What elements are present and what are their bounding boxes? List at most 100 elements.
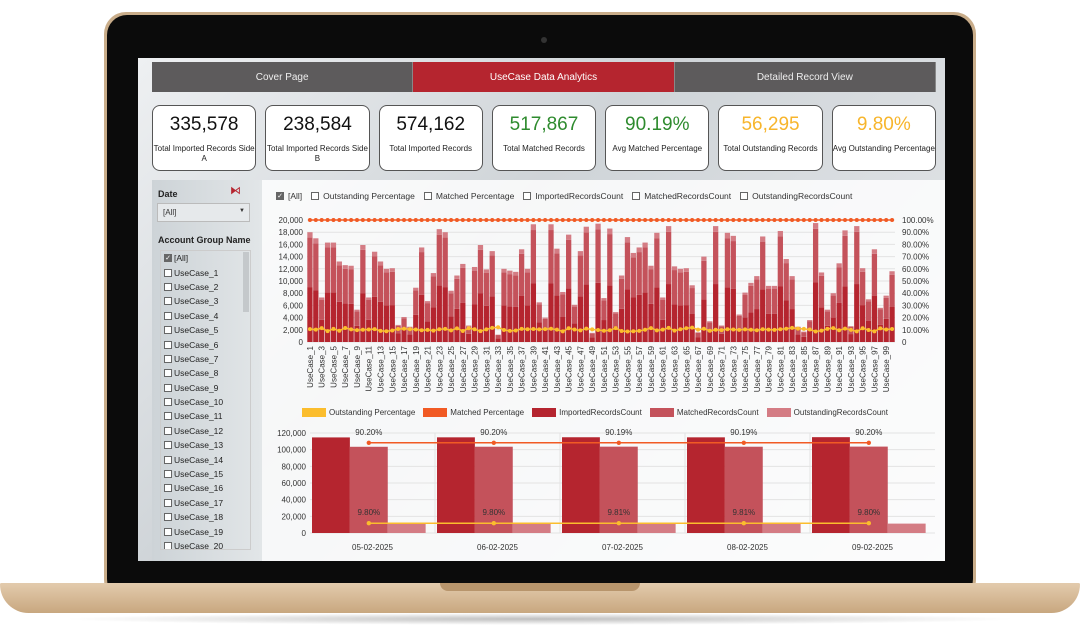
matched-pct-line-point xyxy=(384,218,389,222)
bar-outstanding xyxy=(889,271,895,275)
series-toggle[interactable]: Matched Percentage xyxy=(423,191,514,201)
checkbox[interactable] xyxy=(164,369,172,378)
checkbox[interactable] xyxy=(164,412,172,421)
outstanding-pct-line-point xyxy=(860,326,865,331)
account-group-item[interactable]: UseCase_2 xyxy=(161,280,250,294)
data-label: 90.20% xyxy=(355,428,382,437)
account-group-item[interactable]: UseCase_15 xyxy=(161,467,250,481)
checkbox[interactable] xyxy=(311,192,320,200)
checkbox[interactable] xyxy=(164,426,172,435)
checkbox[interactable] xyxy=(164,383,172,392)
bar-matched xyxy=(683,271,689,306)
checkbox[interactable] xyxy=(164,470,172,479)
account-group-item[interactable]: UseCase_13 xyxy=(161,438,250,452)
matched-pct-line-point xyxy=(484,218,489,222)
account-group-item[interactable]: UseCase_10 xyxy=(161,395,250,409)
account-group-item[interactable]: UseCase_11 xyxy=(161,409,250,423)
checkbox[interactable] xyxy=(523,192,532,200)
bar-matched xyxy=(530,230,537,284)
matched-pct-line-point xyxy=(701,218,706,222)
checkbox[interactable] xyxy=(632,192,641,200)
bar-imported xyxy=(524,305,531,342)
matched-pct-line-point xyxy=(431,218,436,222)
checkbox[interactable] xyxy=(164,282,172,291)
checkbox[interactable] xyxy=(423,192,432,200)
matched-pct-line-point xyxy=(825,218,830,222)
clear-filter-icon[interactable]: ⧑ xyxy=(230,185,241,197)
checkbox[interactable] xyxy=(164,498,172,507)
checkbox[interactable] xyxy=(164,354,172,363)
checkbox[interactable] xyxy=(164,326,172,335)
outstanding-pct-line-point xyxy=(472,327,477,332)
series-toggle[interactable]: OutstandingRecordsCount xyxy=(740,191,852,201)
account-group-item[interactable]: UseCase_9 xyxy=(161,381,250,395)
checkbox[interactable] xyxy=(164,527,172,536)
outstanding-pct-line-point xyxy=(854,329,859,334)
bar-outstanding xyxy=(330,242,337,248)
outstanding-pct-line-point xyxy=(741,520,747,526)
checkbox[interactable] xyxy=(164,311,172,320)
checkbox[interactable] xyxy=(164,455,172,464)
x-tick-label: UseCase_13 xyxy=(377,345,386,392)
y2-tick-label: 90.00% xyxy=(902,228,929,237)
checkbox[interactable]: ✓ xyxy=(276,192,284,200)
bar-outstanding xyxy=(883,295,889,298)
outstanding-pct-line-point xyxy=(366,327,371,332)
account-group-item[interactable]: ✓ [All] xyxy=(161,251,250,265)
account-group-item[interactable]: UseCase_19 xyxy=(161,524,250,538)
date-dropdown[interactable]: [All] ▼ xyxy=(157,203,250,222)
x-tick-label: UseCase_99 xyxy=(882,345,891,392)
kpi-label: Total Imported Records xyxy=(389,144,473,153)
checkbox[interactable] xyxy=(164,340,172,349)
account-group-item[interactable]: UseCase_12 xyxy=(161,424,250,438)
legend-item[interactable]: Outstanding Percentage xyxy=(302,408,415,417)
legend-item[interactable]: MatchedRecordsCount xyxy=(649,408,759,417)
bar-outstanding xyxy=(342,265,348,269)
account-group-item[interactable]: UseCase_18 xyxy=(161,510,250,524)
legend-item[interactable]: Matched Percentage xyxy=(423,408,524,417)
checkbox[interactable] xyxy=(164,441,172,450)
series-toggle[interactable]: ImportedRecordsCount xyxy=(523,191,623,201)
bar-outstanding xyxy=(830,293,836,296)
item-label: UseCase_8 xyxy=(174,368,219,379)
account-group-item[interactable]: UseCase_3 xyxy=(161,294,250,308)
checkbox[interactable] xyxy=(164,268,172,277)
matched-pct-line-point xyxy=(549,218,554,222)
account-group-item[interactable]: UseCase_16 xyxy=(161,481,250,495)
tab-cover-page[interactable]: Cover Page xyxy=(152,62,414,92)
series-toggle[interactable]: Outstanding Percentage xyxy=(311,191,415,201)
checkbox[interactable]: ✓ xyxy=(164,254,172,263)
bar-imported xyxy=(360,293,366,342)
y2-tick-label: 20.00% xyxy=(902,314,929,323)
series-toggle[interactable]: ✓ [All] xyxy=(276,191,302,201)
tab-usecase-data-analytics[interactable]: UseCase Data Analytics xyxy=(413,62,675,92)
account-group-item[interactable]: UseCase_7 xyxy=(161,352,250,366)
tab-detailed-record-view[interactable]: Detailed Record View xyxy=(674,62,936,92)
matched-pct-line-point xyxy=(525,218,530,222)
bar-matched xyxy=(518,253,525,296)
account-group-item[interactable]: UseCase_20 xyxy=(161,539,250,549)
bar-outstanding xyxy=(783,259,789,264)
outstanding-pct-line-point xyxy=(543,327,548,332)
account-group-item[interactable]: UseCase_8 xyxy=(161,366,250,380)
account-group-item[interactable]: UseCase_14 xyxy=(161,452,250,466)
account-group-item[interactable]: UseCase_6 xyxy=(161,337,250,351)
bar-outstanding xyxy=(677,268,684,273)
account-group-item[interactable]: UseCase_5 xyxy=(161,323,250,337)
outstanding-pct-line-point xyxy=(378,328,383,333)
checkbox[interactable] xyxy=(164,513,172,522)
account-group-item[interactable]: UseCase_1 xyxy=(161,265,250,279)
x-tick-label: UseCase_63 xyxy=(671,345,680,392)
account-group-item[interactable]: UseCase_4 xyxy=(161,309,250,323)
legend-item[interactable]: OutstandingRecordsCount xyxy=(766,408,888,417)
checkbox[interactable] xyxy=(164,297,172,306)
checkbox[interactable] xyxy=(740,192,749,200)
checkbox[interactable] xyxy=(164,542,172,549)
item-label: UseCase_10 xyxy=(174,397,224,408)
checkbox[interactable] xyxy=(164,398,172,407)
checkbox[interactable] xyxy=(164,484,172,493)
series-toggle[interactable]: MatchedRecordsCount xyxy=(632,191,731,201)
legend-item[interactable]: ImportedRecordsCount xyxy=(532,408,642,417)
account-group-item[interactable]: UseCase_17 xyxy=(161,496,250,510)
list-scrollbar[interactable] xyxy=(243,252,249,312)
